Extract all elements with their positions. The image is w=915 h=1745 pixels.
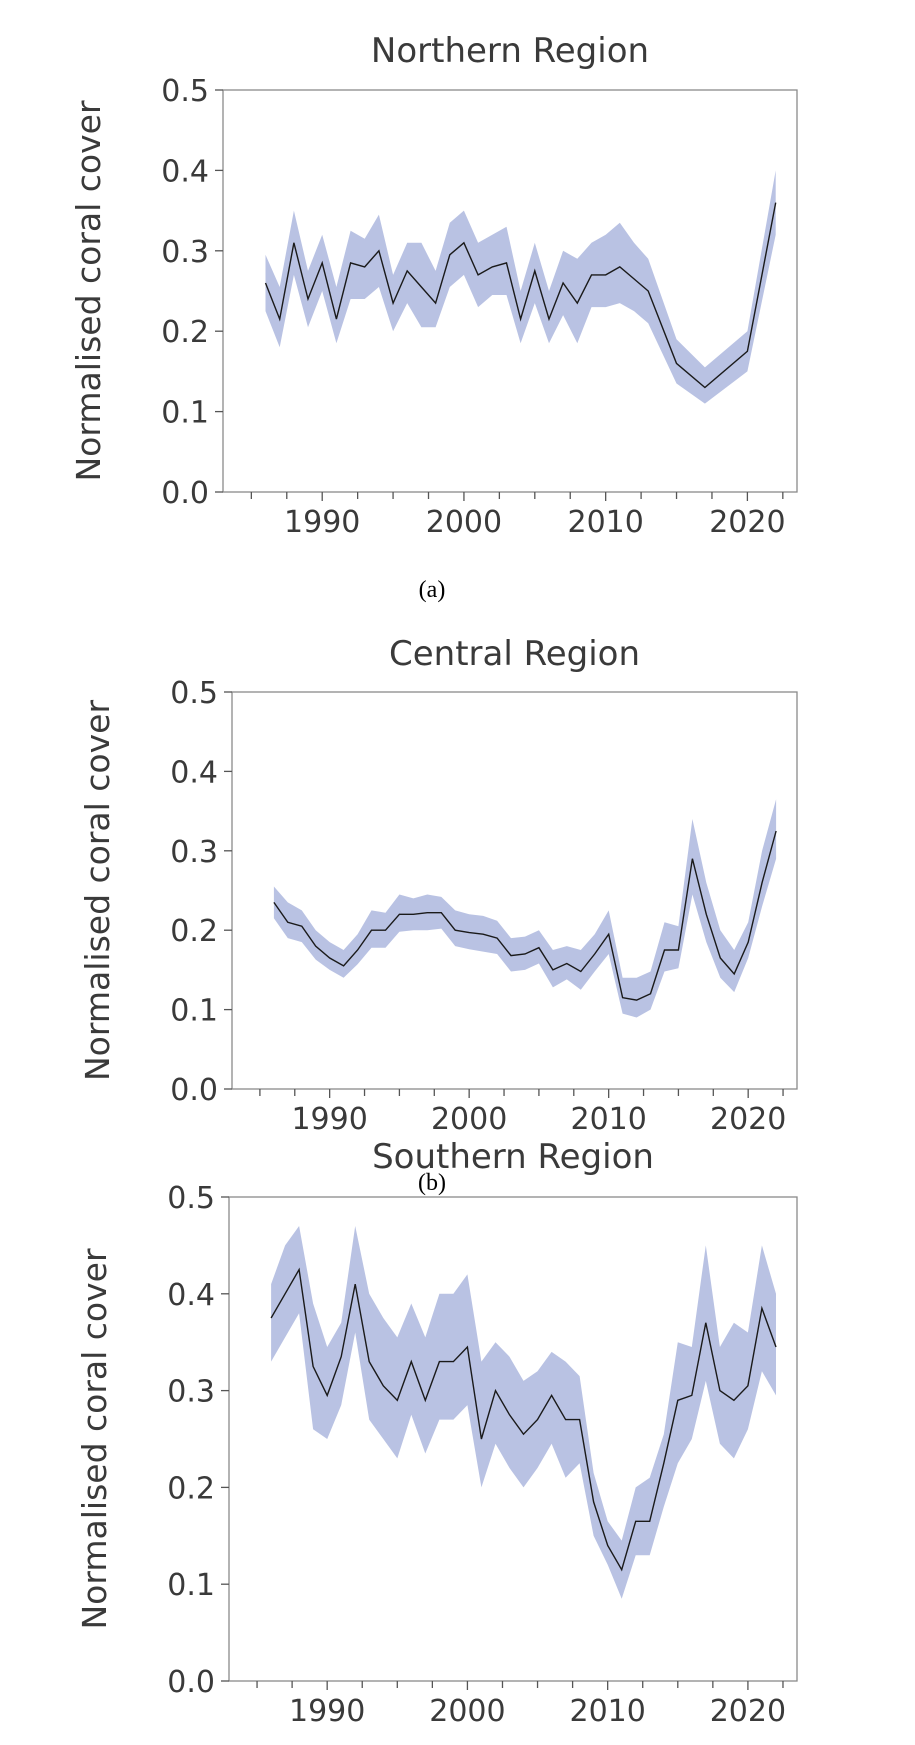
confidence-band	[273, 799, 777, 1018]
y-tick-label: 0.5	[161, 74, 209, 109]
x-tick-label: 1990	[291, 1102, 367, 1137]
y-tick-label: 0.5	[167, 1181, 215, 1216]
y-tick-label: 0.2	[161, 315, 209, 350]
panel-caption: (b)	[418, 1170, 446, 1196]
x-tick-label: 2010	[569, 1694, 645, 1729]
x-tick-label: 2000	[426, 505, 502, 540]
confidence-band	[271, 1226, 776, 1599]
y-tick-label: 0.0	[161, 476, 209, 511]
y-tick-label: 0.4	[161, 154, 209, 189]
y-tick-label: 0.0	[170, 1073, 218, 1108]
y-tick-label: 0.1	[161, 396, 209, 431]
y-tick-label: 0.2	[167, 1471, 215, 1506]
y-tick-label: 0.4	[170, 755, 218, 790]
y-tick-label: 0.5	[170, 676, 218, 711]
x-tick-label: 2010	[567, 505, 643, 540]
panel-caption: (a)	[419, 577, 446, 603]
y-axis-label: Normalised coral cover	[69, 100, 108, 481]
x-tick-label: 1990	[289, 1694, 365, 1729]
y-tick-label: 0.1	[170, 994, 218, 1029]
x-tick-label: 2000	[431, 1102, 507, 1137]
y-tick-label: 0.3	[170, 835, 218, 870]
mean-series-line	[264, 202, 777, 389]
y-axis-label: Normalised coral cover	[75, 1248, 114, 1629]
plot-frame	[228, 1196, 798, 1682]
chart-title: Southern Region	[372, 1137, 654, 1177]
x-tick-label: 2020	[710, 1694, 786, 1729]
y-tick-label: 0.3	[161, 235, 209, 270]
y-tick-label: 0.0	[167, 1665, 215, 1700]
x-tick-label: 2010	[570, 1102, 646, 1137]
y-tick-label: 0.1	[167, 1568, 215, 1603]
confidence-band	[265, 170, 776, 404]
y-axis-label: Normalised coral cover	[78, 700, 117, 1081]
x-tick-label: 2020	[710, 1102, 786, 1137]
x-tick-label: 1990	[284, 505, 360, 540]
central-region-chart: Central Region Normalised coral cover (b…	[78, 634, 798, 1196]
southern-region-chart: Southern Region Normalised coral cover 1…	[75, 1137, 798, 1729]
northern-region-chart: Northern Region Normalised coral cover (…	[69, 31, 798, 603]
plot-frame	[222, 89, 798, 493]
y-tick-label: 0.2	[170, 914, 218, 949]
x-tick-label: 2020	[709, 505, 785, 540]
mean-series-line	[270, 1267, 777, 1572]
x-tick-label: 2000	[429, 1694, 505, 1729]
plot-frame	[231, 691, 798, 1090]
chart-title: Central Region	[389, 634, 640, 674]
mean-series-line	[273, 830, 777, 1001]
chart-title: Northern Region	[371, 31, 649, 71]
y-tick-label: 0.3	[167, 1375, 215, 1410]
y-tick-label: 0.4	[167, 1278, 215, 1313]
